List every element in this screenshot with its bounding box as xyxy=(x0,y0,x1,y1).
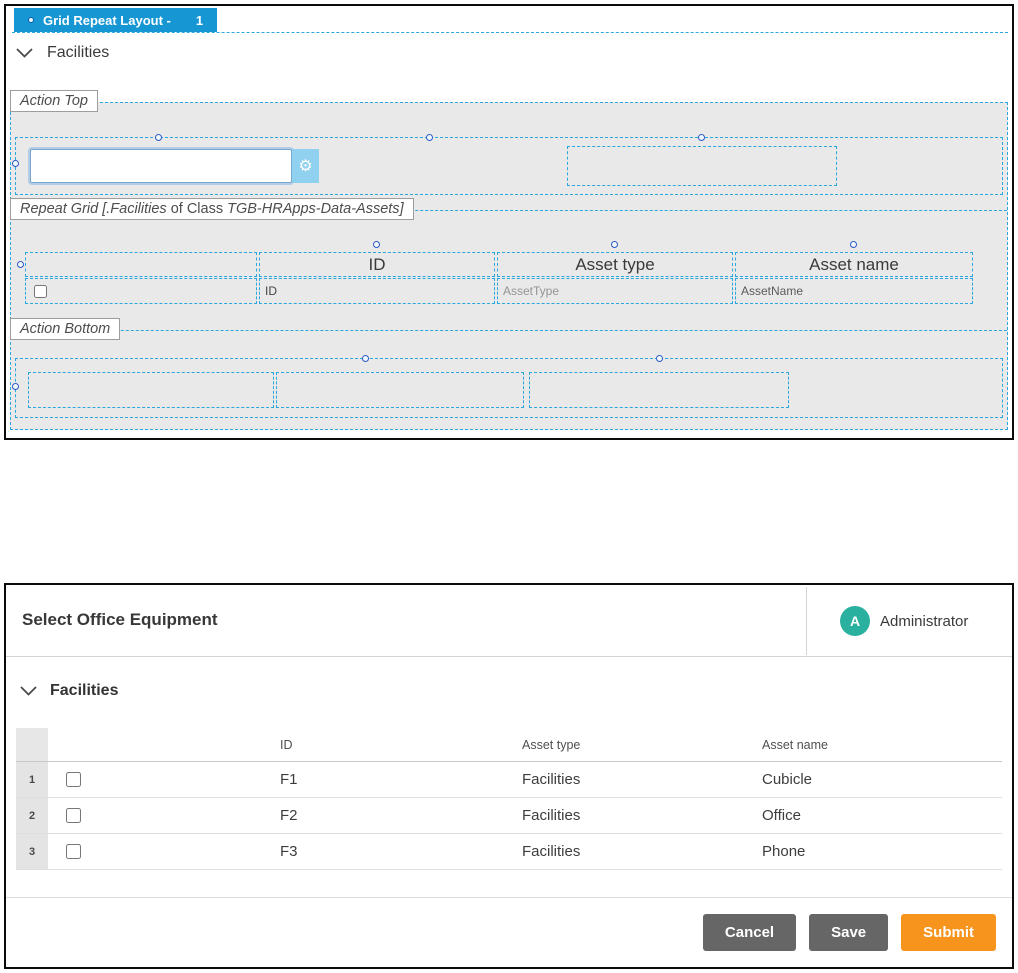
cell-asset-name: Office xyxy=(762,807,801,824)
grid-template-row: ID AssetType AssetName xyxy=(25,278,975,304)
submit-button[interactable]: Submit xyxy=(901,914,996,951)
label-text: Repeat Grid [ xyxy=(20,201,107,217)
cell-asset-type: Facilities xyxy=(522,843,581,860)
autocomplete-input[interactable] xyxy=(30,149,292,183)
layout-tab[interactable]: Grid Repeat Layout - 1 xyxy=(14,8,218,32)
cell-id: F3 xyxy=(280,843,298,860)
row-checkbox[interactable] xyxy=(66,808,81,823)
label-text: ] xyxy=(399,201,404,217)
table-header-row: ID Asset type Asset name xyxy=(16,728,1002,762)
page-title: Select Office Equipment xyxy=(22,610,218,629)
cell-asset-name: Phone xyxy=(762,843,806,860)
save-button[interactable]: Save xyxy=(809,914,889,951)
chevron-down-icon[interactable] xyxy=(20,686,37,696)
user-name: Administrator xyxy=(880,613,969,630)
gear-button[interactable]: ⚙ xyxy=(292,149,319,183)
facilities-section-header: Facilities xyxy=(20,682,118,700)
gear-icon: ⚙ xyxy=(298,158,313,175)
cell-id: F1 xyxy=(280,771,298,788)
selection-dot-icon xyxy=(28,17,34,23)
empty-layout-cell[interactable] xyxy=(529,372,789,408)
selection-handle[interactable] xyxy=(12,160,19,167)
divider xyxy=(806,587,807,655)
label-text: of Class xyxy=(166,201,228,217)
row-number: 3 xyxy=(16,834,48,869)
cell-asset-type: Facilities xyxy=(522,771,581,788)
table-row: 3 F3 Facilities Phone xyxy=(16,834,1002,870)
cancel-button[interactable]: Cancel xyxy=(702,914,797,951)
cell-id: F2 xyxy=(280,807,298,824)
action-top-label: Action Top xyxy=(10,90,98,112)
row-number-header xyxy=(16,728,48,761)
selection-handle[interactable] xyxy=(12,383,19,390)
table-row: 1 F1 Facilities Cubicle xyxy=(16,762,1002,798)
section-title: Facilities xyxy=(50,682,119,699)
cell-asset-name: Cubicle xyxy=(762,771,813,788)
grid-header-select[interactable] xyxy=(25,252,257,277)
facilities-table: ID Asset type Asset name 1 F1 Facilities… xyxy=(16,728,1002,870)
column-header-asset-type: Asset type xyxy=(522,737,581,752)
row-number: 2 xyxy=(16,798,48,833)
designer-panel: Grid Repeat Layout - 1 Facilities Action… xyxy=(4,4,1014,440)
cell-asset-type: Facilities xyxy=(522,807,581,824)
selection-handle[interactable] xyxy=(155,134,162,141)
runtime-panel: Select Office Equipment A Administrator … xyxy=(4,583,1014,969)
selection-handle[interactable] xyxy=(373,241,380,248)
class-reference: TGB-HRApps-Data-Assets xyxy=(227,201,400,217)
grid-header-asset-name[interactable]: Asset name xyxy=(735,252,973,277)
grid-cell-select[interactable] xyxy=(25,278,257,304)
column-header-id: ID xyxy=(280,737,293,752)
selection-handle[interactable] xyxy=(362,355,369,362)
empty-layout-cell[interactable] xyxy=(28,372,274,408)
property-reference: .Facilities xyxy=(106,201,167,217)
designer-section-header: Facilities xyxy=(16,44,109,62)
action-bar: Cancel Save Submit xyxy=(6,897,1012,967)
grid-header-asset-type[interactable]: Asset type xyxy=(497,252,733,277)
row-checkbox[interactable] xyxy=(66,772,81,787)
selection-handle[interactable] xyxy=(611,241,618,248)
column-header-asset-name: Asset name xyxy=(762,737,829,752)
select-column-header xyxy=(48,728,274,761)
selection-handle[interactable] xyxy=(17,261,24,268)
grid-cell-asset-type-ref[interactable]: AssetType xyxy=(497,278,733,304)
row-checkbox[interactable] xyxy=(66,844,81,859)
layout-tab-index: 1 xyxy=(195,12,204,28)
section-title: Facilities xyxy=(47,44,110,61)
grid-header-row: ID Asset type Asset name xyxy=(25,252,975,277)
selection-handle[interactable] xyxy=(656,355,663,362)
chevron-down-icon[interactable] xyxy=(16,48,33,58)
grid-cell-id-ref[interactable]: ID xyxy=(259,278,495,304)
selection-handle[interactable] xyxy=(850,241,857,248)
grid-header-id[interactable]: ID xyxy=(259,252,495,277)
zone-divider xyxy=(11,210,1007,211)
design-canvas: Action Top ⚙ Repeat Grid [.Facilities of… xyxy=(10,90,1008,430)
layout-tab-label: Grid Repeat Layout - xyxy=(43,12,171,28)
action-bottom-label: Action Bottom xyxy=(10,318,121,340)
grid-cell-asset-name-ref[interactable]: AssetName xyxy=(735,278,973,304)
row-number: 1 xyxy=(16,762,48,797)
divider xyxy=(12,32,1008,33)
zone-divider xyxy=(11,330,1007,331)
selection-handle[interactable] xyxy=(698,134,705,141)
empty-layout-cell[interactable] xyxy=(567,146,837,186)
avatar[interactable]: A xyxy=(840,606,870,636)
action-top-zone: ⚙ xyxy=(12,134,1003,195)
empty-layout-cell[interactable] xyxy=(276,372,524,408)
repeat-grid-label: Repeat Grid [.Facilities of Class TGB-HR… xyxy=(10,198,414,220)
selection-handle[interactable] xyxy=(426,134,433,141)
action-bottom-zone xyxy=(12,355,1003,418)
table-row: 2 F2 Facilities Office xyxy=(16,798,1002,834)
runtime-header: Select Office Equipment A Administrator xyxy=(6,585,1012,657)
avatar-initial: A xyxy=(849,613,861,629)
row-select-checkbox[interactable] xyxy=(34,284,47,298)
